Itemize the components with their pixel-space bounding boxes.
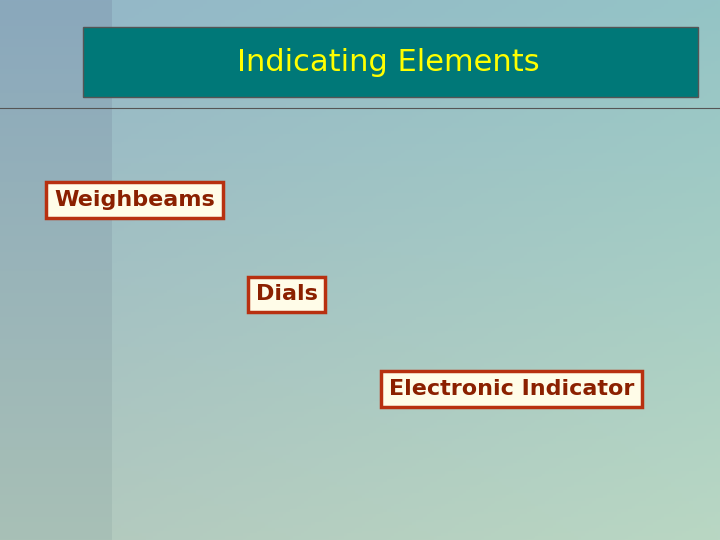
FancyBboxPatch shape	[83, 27, 698, 97]
Text: Electronic Indicator: Electronic Indicator	[389, 379, 634, 399]
Text: Weighbeams: Weighbeams	[54, 190, 215, 210]
Text: Dials: Dials	[256, 284, 318, 305]
Text: Indicating Elements: Indicating Elements	[238, 48, 540, 77]
